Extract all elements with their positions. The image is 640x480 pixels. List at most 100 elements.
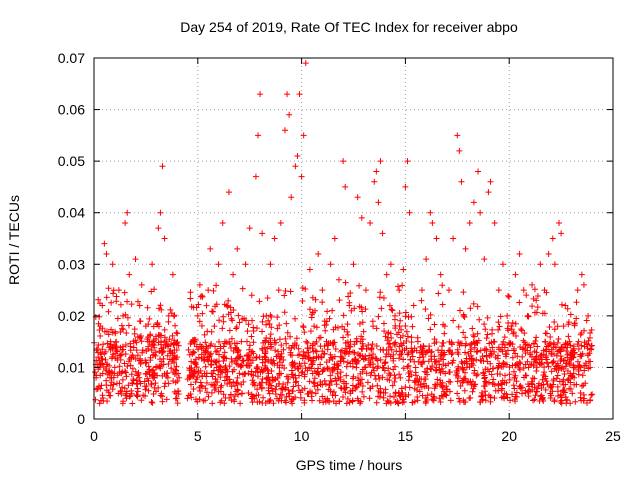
scatter-point-bg [108, 299, 115, 306]
scatter-point-bg [503, 353, 510, 360]
scatter-point-bg [116, 380, 123, 387]
scatter-point [362, 287, 369, 294]
scatter-point-bg [251, 395, 258, 402]
scatter-point-bg [340, 378, 347, 385]
scatter-point-bg [217, 345, 224, 352]
scatter-point-bg [354, 395, 361, 402]
scatter-point [292, 163, 299, 170]
scatter-point [379, 230, 386, 237]
scatter-point-bg [319, 299, 326, 306]
scatter-point-bg [394, 398, 401, 405]
scatter-point-bg [567, 342, 574, 349]
scatter-point-bg [556, 347, 563, 354]
scatter-point-bg [431, 321, 438, 328]
scatter-point-bg [484, 331, 491, 338]
scatter-point-bg [425, 385, 432, 392]
scatter-point-bg [501, 379, 508, 386]
scatter-point [454, 132, 461, 139]
scatter-point-bg [422, 306, 429, 313]
scatter-point-bg [159, 393, 166, 400]
scatter-point-bg [411, 385, 418, 392]
scatter-point [271, 235, 278, 242]
scatter-point-bg [226, 327, 233, 334]
scatter-point-bg [307, 388, 314, 395]
y-tick-label: 0.01 [58, 359, 85, 375]
scatter-point [138, 281, 145, 288]
scatter-point-bg [213, 358, 220, 365]
scatter-point-bg [331, 361, 338, 368]
scatter-point-bg [561, 371, 568, 378]
scatter-point [255, 132, 262, 139]
scatter-point-bg [158, 332, 165, 339]
scatter-point-bg [105, 308, 112, 315]
scatter-point-bg [588, 342, 595, 349]
scatter-point-bg [585, 337, 592, 344]
scatter-point-bg [312, 390, 319, 397]
scatter-point-bg [404, 363, 411, 370]
scatter-point [520, 287, 527, 294]
scatter-point-bg [212, 359, 219, 366]
scatter-point-bg [256, 298, 263, 305]
scatter-point-bg [550, 359, 557, 366]
scatter-point-bg [262, 354, 269, 361]
scatter-point-bg [418, 297, 425, 304]
scatter-point-bg [498, 387, 505, 394]
scatter-point-bg [521, 346, 528, 353]
scatter-point-bg [202, 339, 209, 346]
scatter-point-bg [96, 357, 103, 364]
scatter-point-bg [575, 338, 582, 345]
scatter-point-bg [373, 325, 380, 332]
scatter-point-bg [388, 306, 395, 313]
scatter-point-bg [299, 368, 306, 375]
scatter-point-bg [512, 320, 519, 327]
scatter-point-bg [253, 354, 260, 361]
scatter-point-bg [476, 316, 483, 323]
scatter-point-bg [497, 313, 504, 320]
scatter-point-bg [399, 389, 406, 396]
scatter-point-bg [216, 317, 223, 324]
scatter-point-bg [197, 379, 204, 386]
scatter-point-bg [326, 356, 333, 363]
scatter-point-bg [449, 359, 456, 366]
scatter-point-bg [246, 354, 253, 361]
scatter-point-bg [511, 396, 518, 403]
scatter-point-bg [314, 365, 321, 372]
scatter-point-bg [139, 349, 146, 356]
scatter-point [462, 245, 469, 252]
scatter-point-bg [557, 398, 564, 405]
scatter-point-bg [280, 346, 287, 353]
scatter-point-bg [358, 304, 365, 311]
scatter-point-bg [577, 331, 584, 338]
scatter-point [161, 235, 168, 242]
scatter-point-bg [264, 345, 271, 352]
scatter-point-bg [239, 371, 246, 378]
scatter-point-bg [174, 400, 181, 407]
x-tick-label: 25 [605, 428, 621, 444]
scatter-point-bg [420, 380, 427, 387]
scatter-point-bg [520, 365, 527, 372]
scatter-point-bg [380, 294, 387, 301]
scatter-point-bg [209, 373, 216, 380]
scatter-point-bg [539, 356, 546, 363]
scatter-point-bg [276, 336, 283, 343]
scatter-point-bg [138, 338, 145, 345]
scatter-point-bg [540, 381, 547, 388]
scatter-point-bg [271, 339, 278, 346]
scatter-point-bg [107, 370, 114, 377]
scatter-point [277, 220, 284, 227]
scatter-point-bg [428, 353, 435, 360]
scatter-point-bg [338, 347, 345, 354]
scatter-point-bg [507, 397, 514, 404]
scatter-point-bg [489, 344, 496, 351]
scatter-point-bg [188, 394, 195, 401]
scatter-point-bg [409, 399, 416, 406]
scatter-point-bg [457, 383, 464, 390]
scatter-point-bg [298, 369, 305, 376]
scatter-point-bg [480, 369, 487, 376]
scatter-point-bg [151, 286, 158, 293]
scatter-point [211, 323, 218, 330]
scatter-point-bg [326, 315, 333, 322]
scatter-point-bg [209, 400, 216, 407]
scatter-point-bg [150, 375, 157, 382]
scatter-point-bg [234, 361, 241, 368]
